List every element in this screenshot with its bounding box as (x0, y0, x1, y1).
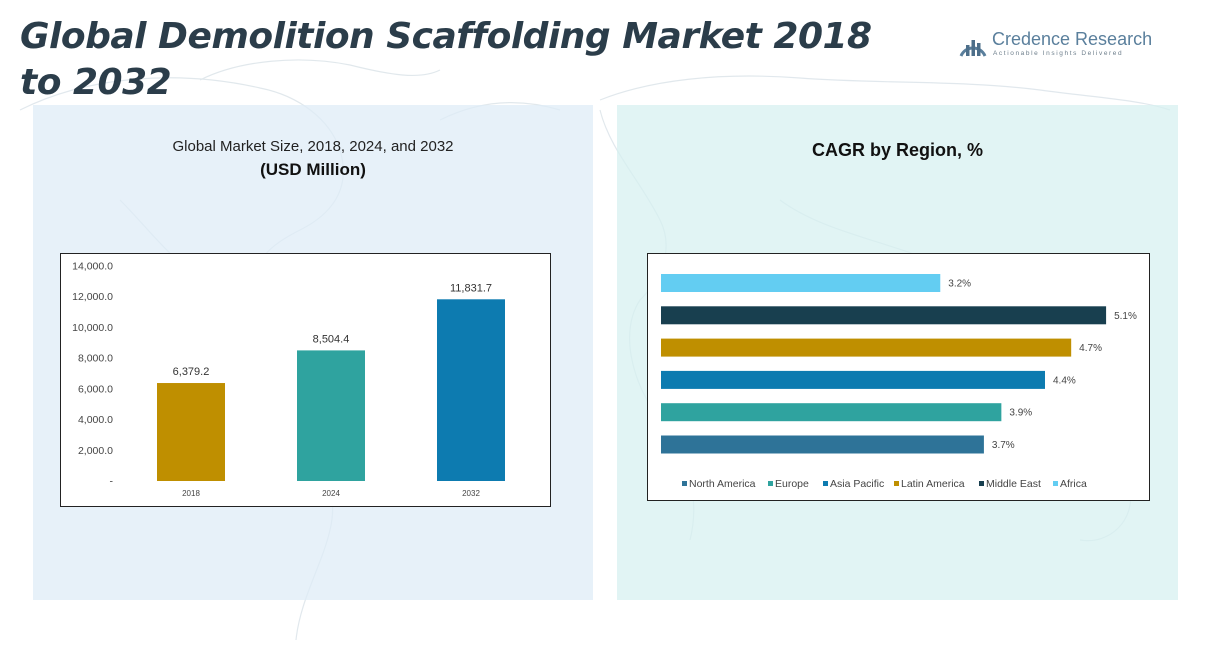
cagr-chart-title: CAGR by Region, % (811, 140, 983, 160)
y-tick-label: 4,000.0 (78, 414, 113, 426)
y-tick-label: 8,000.0 (78, 353, 113, 365)
market-size-chart: - 2,000.0 4,000.0 6,000.0 8,000.0 10,000.0 12,… (60, 253, 551, 507)
y-tick-label: 14,000.0 (72, 261, 113, 273)
bar (661, 403, 1002, 422)
bar (661, 274, 941, 292)
market-size-chart-title: Global Market Size, 2018, 2024, and 2032 (172, 138, 454, 155)
data-label: 4.7% (1079, 343, 1102, 354)
data-label: 4.4% (1053, 375, 1076, 386)
data-label: 5.1% (1114, 311, 1137, 322)
data-label: 3.7% (992, 440, 1015, 451)
legend-label: Europe (775, 478, 809, 490)
legend-swatch (894, 481, 899, 486)
bar (661, 338, 1072, 357)
bar (661, 435, 984, 454)
cagr-bar-chart: 3.2% 5.1% 4.7% 4.4% 3.9% 3.7% North America Eur… (661, 274, 1137, 490)
data-label: 3.9% (1009, 408, 1032, 419)
data-label: 6,379.2 (173, 366, 210, 378)
x-tick-label: 2024 (322, 489, 340, 498)
market-size-bar-chart: - 2,000.0 4,000.0 6,000.0 8,000.0 10,000.0 12,… (72, 261, 505, 498)
legend-label: North America (689, 478, 756, 490)
bar-chart-semicircle-icon (959, 40, 987, 57)
market-size-chart-units: (USD Million) (260, 160, 366, 179)
bar (661, 370, 1045, 389)
page-title: Global Demolition Scaffolding Market 201… (20, 16, 872, 103)
x-tick-label: 2018 (182, 489, 200, 498)
y-tick-label: - (110, 476, 114, 488)
y-tick-label: 12,000.0 (72, 291, 113, 303)
legend-swatch (682, 481, 687, 486)
bar (437, 299, 505, 481)
data-label: 8,504.4 (313, 333, 350, 345)
x-tick-label: 2032 (462, 489, 480, 498)
y-tick-label: 10,000.0 (72, 322, 113, 334)
legend-swatch (768, 481, 773, 486)
y-tick-label: 6,000.0 (78, 383, 113, 395)
bar (661, 306, 1107, 325)
legend-label: Africa (1060, 478, 1087, 490)
data-label: 3.2% (948, 279, 971, 290)
cagr-chart: 3.2% 5.1% 4.7% 4.4% 3.9% 3.7% North America Eur… (647, 253, 1150, 501)
legend-swatch (823, 481, 828, 486)
legend-label: Latin America (901, 478, 965, 490)
legend-swatch (1053, 481, 1058, 486)
data-label: 11,831.7 (450, 282, 492, 294)
logo-tagline: Actionable Insights Delivered (993, 50, 1124, 57)
bar (157, 383, 225, 481)
y-tick-label: 2,000.0 (78, 445, 113, 457)
legend-swatch (979, 481, 984, 486)
legend-label: Middle East (986, 478, 1041, 490)
legend-label: Asia Pacific (830, 478, 884, 490)
bar (297, 350, 365, 481)
logo: Credence Research Actionable Insights De… (958, 26, 1158, 66)
logo-name: Credence Research (992, 29, 1153, 49)
